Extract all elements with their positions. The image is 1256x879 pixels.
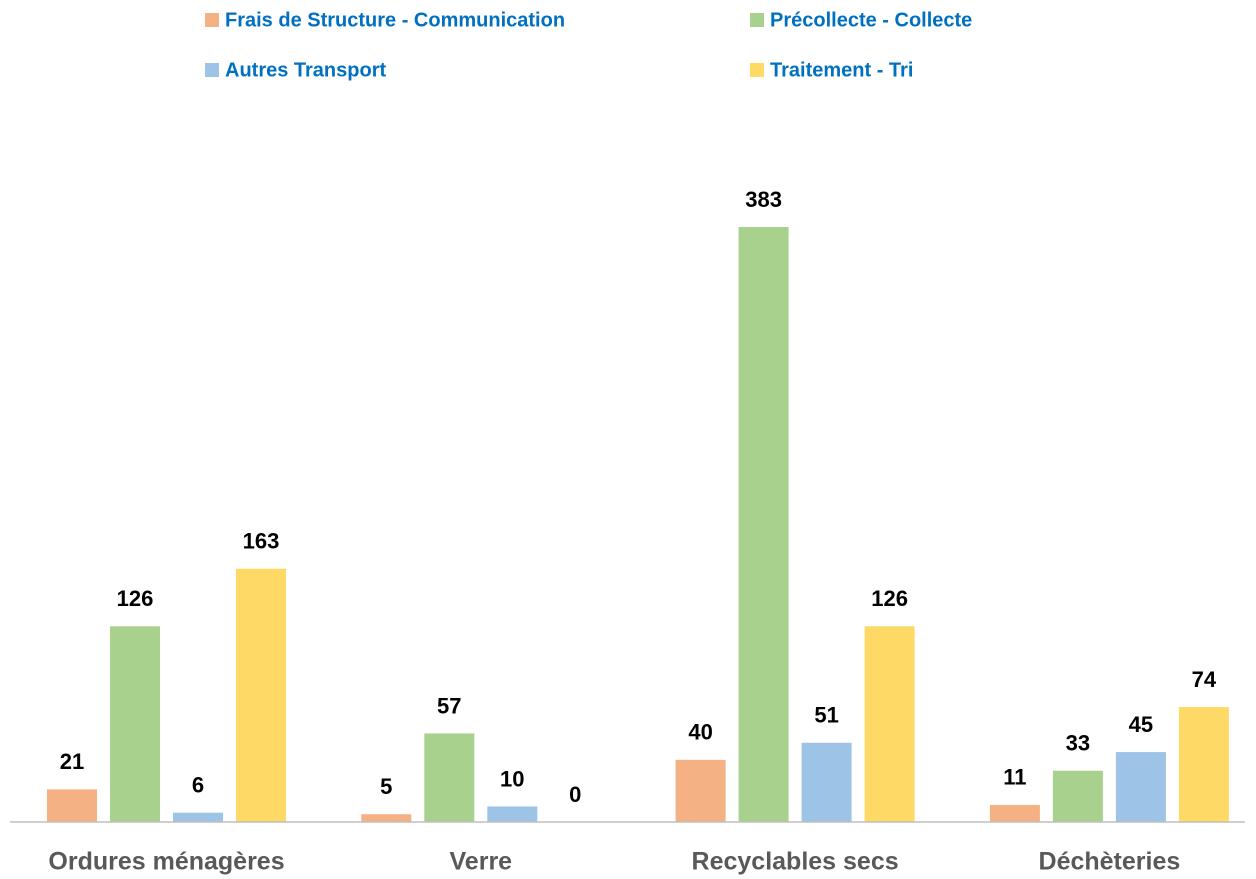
legend-swatch	[750, 63, 764, 77]
data-label: 5	[380, 774, 392, 799]
data-label: 33	[1066, 731, 1090, 756]
data-label: 51	[814, 703, 838, 728]
data-label: 57	[437, 693, 461, 718]
data-label: 6	[192, 772, 204, 797]
category-label: Recyclables secs	[692, 848, 899, 876]
data-label: 74	[1192, 667, 1217, 692]
bar	[236, 568, 286, 822]
bar	[47, 789, 97, 822]
bar	[989, 804, 1040, 822]
category-label: Déchèteries	[1039, 848, 1181, 876]
data-label: 11	[1003, 765, 1026, 790]
legend-label: Précollecte - Collecte	[770, 9, 972, 31]
data-label: 163	[243, 529, 280, 554]
data-label: 383	[745, 187, 782, 212]
bar	[675, 759, 726, 822]
data-label: 126	[871, 586, 908, 611]
bar	[424, 733, 475, 822]
data-label: 0	[569, 782, 581, 807]
bar	[361, 814, 412, 822]
legend-label: Autres Transport	[225, 59, 386, 81]
data-label: 10	[500, 766, 524, 791]
bar	[487, 806, 538, 822]
legend-swatch	[750, 13, 764, 27]
bar	[110, 626, 160, 822]
data-label: 45	[1129, 712, 1153, 737]
bar	[864, 626, 915, 822]
data-label: 126	[117, 586, 154, 611]
bar	[801, 742, 852, 822]
data-label: 21	[60, 749, 84, 774]
legend-label: Frais de Structure - Communication	[225, 9, 565, 31]
bar	[1052, 770, 1103, 822]
legend-swatch	[205, 63, 219, 77]
bar	[1115, 752, 1166, 822]
data-label: 40	[688, 720, 712, 745]
legend-swatch	[205, 13, 219, 27]
category-label: Ordures ménagères	[48, 848, 284, 876]
legend-label: Traitement - Tri	[770, 59, 913, 81]
bar	[173, 812, 223, 822]
bar	[738, 227, 789, 822]
category-label: Verre	[450, 848, 513, 876]
bar	[1178, 707, 1229, 822]
